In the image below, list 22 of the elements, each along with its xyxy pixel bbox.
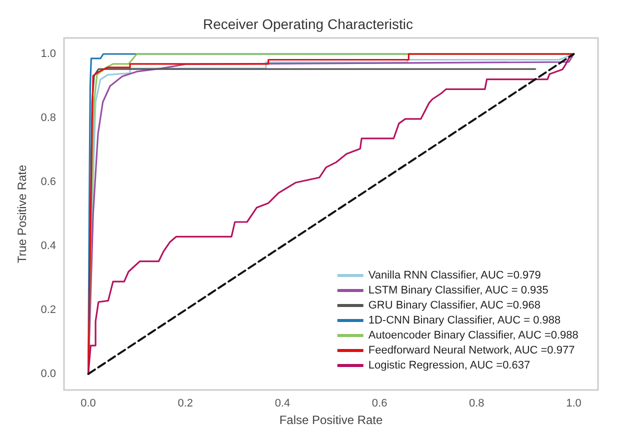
x-tick-label: 1.0 bbox=[566, 398, 582, 410]
y-tick-label: 0.6 bbox=[40, 176, 56, 188]
x-tick-label: 0.4 bbox=[274, 398, 290, 410]
legend-label: LSTM Binary Classifier, AUC = 0.935 bbox=[368, 284, 548, 296]
y-tick-label: 0.2 bbox=[40, 304, 56, 316]
y-tick-label: 0.0 bbox=[40, 368, 56, 380]
legend-label: Feedforward Neural Network, AUC =0.977 bbox=[368, 344, 575, 356]
y-tick-label: 0.8 bbox=[40, 112, 56, 124]
y-tick-label: 0.4 bbox=[40, 240, 56, 252]
legend-label: GRU Binary Classifier, AUC =0.968 bbox=[368, 300, 540, 312]
legend-label: 1D-CNN Binary Classifier, AUC = 0.988 bbox=[368, 314, 561, 326]
legend-label: Vanilla RNN Classifier, AUC =0.979 bbox=[368, 270, 541, 282]
legend-label: Autoencoder Binary Classifier, AUC =0.988 bbox=[368, 330, 578, 342]
y-axis-title: True Positive Rate bbox=[15, 164, 29, 264]
x-tick-label: 0.8 bbox=[468, 398, 484, 410]
y-tick-label: 1.0 bbox=[40, 48, 56, 60]
legend-label: Logistic Regression, AUC =0.637 bbox=[368, 360, 530, 372]
x-axis-title: False Positive Rate bbox=[279, 412, 384, 427]
x-tick-label: 0.6 bbox=[372, 398, 388, 410]
x-tick-label: 0.0 bbox=[80, 398, 96, 410]
chart-title: Receiver Operating Characteristic bbox=[202, 16, 414, 32]
x-tick-label: 0.2 bbox=[178, 398, 194, 410]
